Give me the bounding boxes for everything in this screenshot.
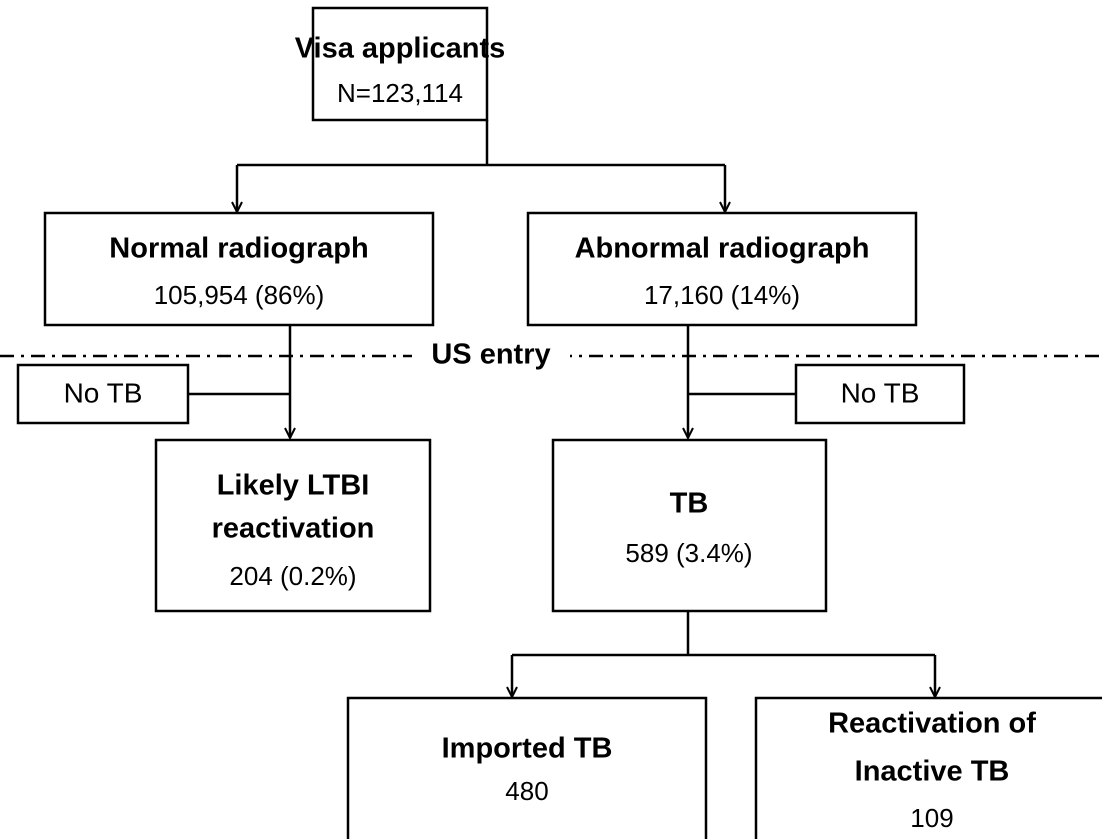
- node-count: 589 (3.4%): [625, 538, 752, 568]
- separator-bg: [412, 338, 570, 374]
- node-title: Inactive TB: [855, 756, 1010, 788]
- node-box: [16, 363, 190, 425]
- node-title: Visa applicants: [295, 33, 506, 65]
- node-title: Abnormal radiograph: [575, 233, 870, 265]
- node-count: 109: [910, 803, 953, 833]
- node-box: [311, 6, 489, 122]
- node-count: 105,954 (86%): [154, 280, 325, 310]
- node-count: 17,160 (14%): [644, 280, 800, 310]
- node-count: N=123,114: [337, 78, 463, 108]
- node-box: [754, 696, 1102, 839]
- node-box: [551, 438, 828, 613]
- node-title: Normal radiograph: [109, 233, 368, 265]
- node-box: [43, 211, 435, 327]
- node-title: No TB: [841, 377, 920, 408]
- node-box: [346, 696, 708, 839]
- node-title: No TB: [64, 377, 143, 408]
- node-box: [794, 363, 966, 425]
- connectors: [188, 120, 935, 697]
- node-title: Likely LTBI: [217, 470, 370, 502]
- node-title: Reactivation of: [828, 708, 1036, 740]
- separator-label: US entry: [431, 339, 550, 371]
- node-box: [526, 211, 918, 327]
- node-count: 480: [505, 776, 548, 806]
- node-title: Imported TB: [442, 733, 613, 765]
- node-title: TB: [670, 488, 709, 520]
- node-title: reactivation: [212, 513, 375, 545]
- node-box: [154, 438, 432, 613]
- node-count: 204 (0.2%): [229, 561, 356, 591]
